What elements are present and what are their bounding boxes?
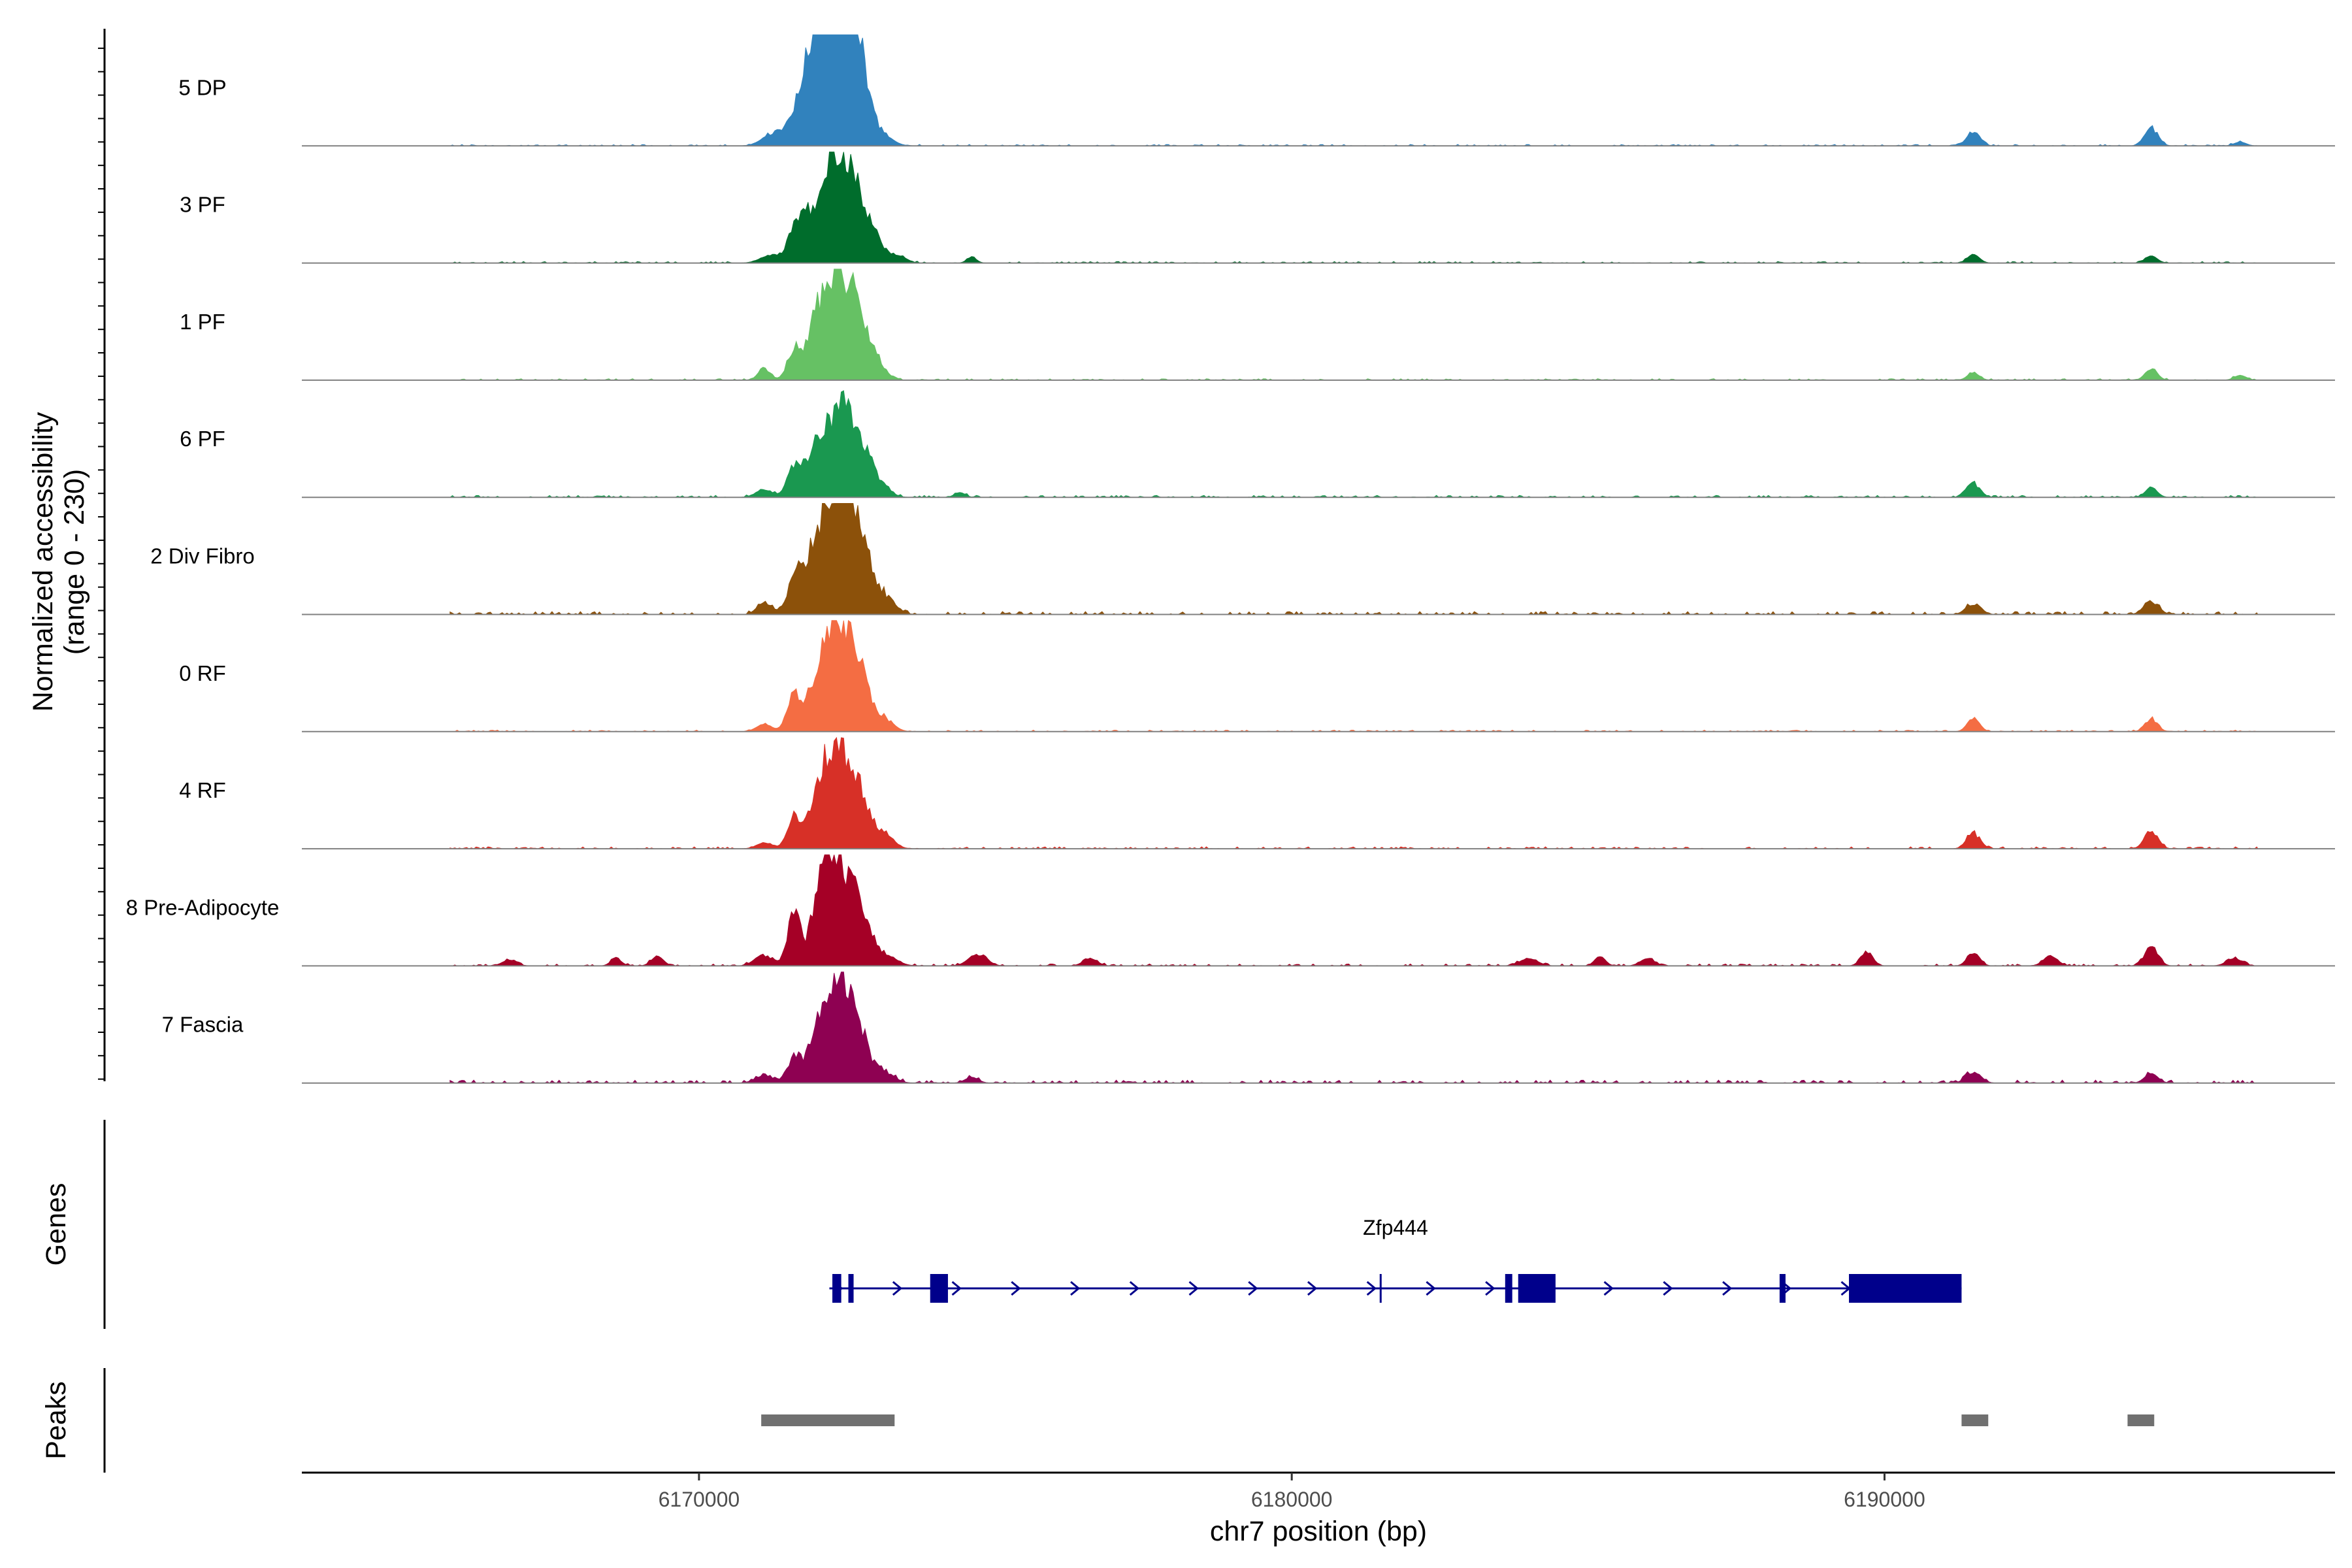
y-axis-title-line2: (range 0 - 230) xyxy=(59,469,90,655)
gene-model xyxy=(829,1274,1962,1303)
peak-region xyxy=(1961,1414,1989,1426)
strand-chevron xyxy=(1366,1281,1377,1296)
track-8-pre-adipocyte: 8 Pre-Adipocyte xyxy=(126,854,2335,967)
x-tick-label: 6190000 xyxy=(1844,1488,1925,1511)
track-label: 3 PF xyxy=(180,193,225,217)
gene-exon xyxy=(1779,1274,1786,1303)
coverage-area xyxy=(449,972,2259,1084)
strand-chevron xyxy=(1129,1281,1140,1296)
track-label: 5 DP xyxy=(178,75,226,99)
x-tick-label: 6170000 xyxy=(659,1488,740,1511)
peak-region xyxy=(761,1414,895,1426)
gene-exon xyxy=(1505,1274,1512,1303)
genes-panel: Genes Zfp444 xyxy=(41,1120,1962,1329)
coverage-area xyxy=(449,269,2259,381)
peaks-panel-label: Peaks xyxy=(41,1381,72,1460)
x-tick-label: 6180000 xyxy=(1251,1488,1333,1511)
strand-chevron xyxy=(1248,1281,1258,1296)
track-label: 2 Div Fibro xyxy=(150,544,255,568)
peaks-panel: Peaks xyxy=(41,1368,2155,1473)
coverage-area xyxy=(449,503,2259,615)
gene-exon xyxy=(1849,1274,1962,1303)
coverage-area xyxy=(449,152,2259,264)
track-label: 4 RF xyxy=(179,778,226,802)
track-5-dp: 5 DP xyxy=(178,34,2335,147)
coverage-y-axis xyxy=(98,29,106,1081)
track-label: 8 Pre-Adipocyte xyxy=(126,895,280,919)
peak-region xyxy=(2127,1414,2155,1426)
track-label: 1 PF xyxy=(180,310,225,334)
coverage-area xyxy=(449,390,2259,498)
gene-exon xyxy=(930,1274,948,1303)
strand-chevron xyxy=(1722,1281,1733,1296)
strand-chevron xyxy=(1663,1281,1673,1296)
track-6-pf: 6 PF xyxy=(180,390,2335,498)
gene-exon xyxy=(1518,1274,1556,1303)
peak-regions xyxy=(761,1414,2155,1426)
coverage-area xyxy=(449,736,2259,849)
strand-chevron xyxy=(951,1281,962,1296)
track-3-pf: 3 PF xyxy=(180,152,2335,264)
coverage-tracks: 5 DP 3 PF 1 PF 6 PF 2 Div Fibro 0 RF 4 RF 8 Pre… xyxy=(126,34,2335,1084)
track-2-div-fibro: 2 Div Fibro xyxy=(150,503,2335,615)
track-4-rf: 4 RF xyxy=(179,736,2335,850)
coverage-area xyxy=(449,34,2259,146)
gene-exon xyxy=(848,1274,854,1303)
track-1-pf: 1 PF xyxy=(180,269,2335,381)
strand-chevron xyxy=(1485,1281,1495,1296)
track-0-rf: 0 RF xyxy=(179,619,2335,732)
track-7-fascia: 7 Fascia xyxy=(162,972,2335,1084)
track-label: 7 Fascia xyxy=(162,1013,244,1037)
strand-chevron xyxy=(1070,1281,1081,1296)
strand-chevron xyxy=(1011,1281,1021,1296)
track-label: 6 PF xyxy=(180,427,225,451)
coverage-area xyxy=(449,619,2259,732)
x-axis: 6170000 6180000 6190000 chr7 position (bp) xyxy=(302,1471,2335,1547)
y-axis-title-line1: Normalized accessibility xyxy=(27,412,59,711)
strand-chevron xyxy=(1426,1281,1436,1296)
strand-chevron xyxy=(1307,1281,1318,1296)
strand-chevron xyxy=(892,1281,903,1296)
coverage-y-ticks xyxy=(98,47,105,1080)
coverage-area xyxy=(449,854,2259,967)
track-label: 0 RF xyxy=(179,661,226,685)
gene-name-label: Zfp444 xyxy=(1363,1216,1428,1239)
strand-chevron xyxy=(1603,1281,1614,1296)
genes-panel-label: Genes xyxy=(41,1183,72,1266)
x-axis-title: chr7 position (bp) xyxy=(1210,1516,1427,1547)
gene-exon xyxy=(832,1274,841,1303)
strand-chevron xyxy=(1188,1281,1199,1296)
x-axis-ticks: 6170000 6180000 6190000 xyxy=(659,1473,1925,1511)
